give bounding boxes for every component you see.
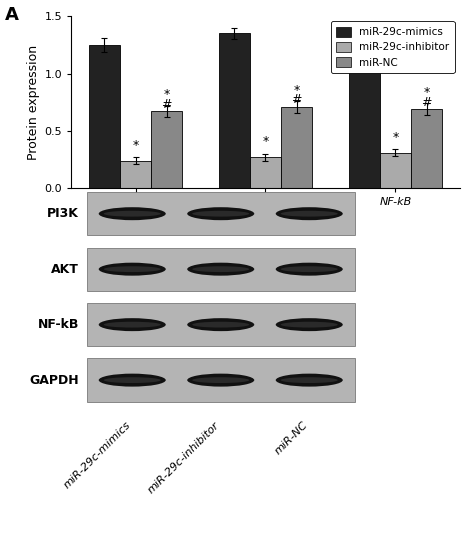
Ellipse shape xyxy=(276,374,343,387)
Text: A: A xyxy=(5,6,19,24)
Bar xyxy=(219,33,250,188)
Text: #: # xyxy=(162,98,172,111)
Legend: miR-29c-mimics, miR-29c-inhibitor, miR-NC: miR-29c-mimics, miR-29c-inhibitor, miR-N… xyxy=(331,21,455,72)
FancyBboxPatch shape xyxy=(87,303,355,346)
Text: #: # xyxy=(292,93,302,106)
Ellipse shape xyxy=(99,263,166,275)
Ellipse shape xyxy=(281,377,338,383)
Ellipse shape xyxy=(99,374,166,387)
Ellipse shape xyxy=(187,374,254,387)
Ellipse shape xyxy=(192,211,249,216)
Ellipse shape xyxy=(187,318,254,331)
Ellipse shape xyxy=(99,318,166,331)
Text: #: # xyxy=(421,96,432,108)
Ellipse shape xyxy=(192,322,249,328)
Ellipse shape xyxy=(99,207,166,220)
Ellipse shape xyxy=(104,322,161,328)
Text: GAPDH: GAPDH xyxy=(29,374,79,387)
Ellipse shape xyxy=(104,211,161,216)
Bar xyxy=(380,153,411,188)
Ellipse shape xyxy=(187,263,254,275)
Text: PI3K: PI3K xyxy=(47,207,79,220)
Bar xyxy=(151,112,182,188)
FancyBboxPatch shape xyxy=(87,359,355,402)
Ellipse shape xyxy=(276,207,343,220)
Ellipse shape xyxy=(192,377,249,383)
Text: AKT: AKT xyxy=(51,263,79,275)
Text: miR-29c-inhibitor: miR-29c-inhibitor xyxy=(146,420,221,495)
Ellipse shape xyxy=(281,211,338,216)
Ellipse shape xyxy=(281,322,338,328)
Bar xyxy=(281,107,312,188)
Text: *: * xyxy=(423,86,429,99)
Bar xyxy=(89,45,120,188)
Bar xyxy=(250,157,281,188)
Text: *: * xyxy=(293,84,300,97)
Text: miR-NC: miR-NC xyxy=(273,420,309,456)
Ellipse shape xyxy=(187,207,254,220)
Ellipse shape xyxy=(192,266,249,272)
Ellipse shape xyxy=(281,266,338,272)
Text: *: * xyxy=(262,135,269,148)
Bar xyxy=(348,56,380,188)
Bar xyxy=(120,161,151,188)
Text: NF-kB: NF-kB xyxy=(37,318,79,331)
Text: *: * xyxy=(132,139,139,151)
Y-axis label: Protein expression: Protein expression xyxy=(27,45,40,160)
Ellipse shape xyxy=(104,266,161,272)
FancyBboxPatch shape xyxy=(87,192,355,235)
Ellipse shape xyxy=(104,377,161,383)
Text: *: * xyxy=(392,130,399,143)
Text: *: * xyxy=(164,88,170,101)
Ellipse shape xyxy=(276,318,343,331)
Bar xyxy=(411,109,442,188)
Ellipse shape xyxy=(276,263,343,275)
Text: miR-29c-mimics: miR-29c-mimics xyxy=(62,420,132,491)
FancyBboxPatch shape xyxy=(87,248,355,291)
